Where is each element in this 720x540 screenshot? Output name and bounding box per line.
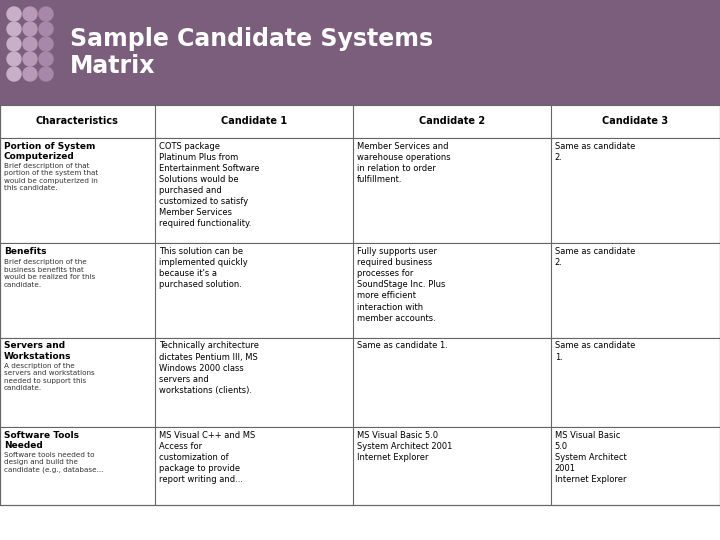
Text: Benefits: Benefits [4, 247, 47, 256]
Text: Brief description of that
portion of the system that
would be computerized in
th: Brief description of that portion of the… [4, 163, 98, 191]
Text: Fully supports user
required business
processes for
SoundStage Inc. Plus
more ef: Fully supports user required business pr… [357, 247, 445, 322]
Text: MS Visual C++ and MS
Access for
customization of
package to provide
report writi: MS Visual C++ and MS Access for customiz… [159, 430, 255, 484]
Text: Same as candidate 1.: Same as candidate 1. [357, 341, 448, 350]
Bar [0, 105, 720, 138]
Text: Same as candidate
1.: Same as candidate 1. [555, 341, 635, 362]
Text: COTS package
Platinum Plus from
Entertainment Software
Solutions would be
purcha: COTS package Platinum Plus from Entertai… [159, 141, 259, 228]
Text: Software tools needed to
design and build the
candidate (e.g., database...: Software tools needed to design and buil… [4, 452, 104, 473]
Circle shape [7, 52, 21, 66]
Text: Same as candidate
2.: Same as candidate 2. [555, 247, 635, 267]
Bar [0, 338, 720, 427]
Text: MS Visual Basic
5.0
System Architect
2001
Internet Explorer: MS Visual Basic 5.0 System Architect 200… [555, 430, 626, 484]
Text: Candidate 3: Candidate 3 [603, 117, 668, 126]
Bar [0, 243, 720, 338]
Circle shape [7, 22, 21, 36]
Circle shape [23, 22, 37, 36]
Circle shape [39, 22, 53, 36]
Circle shape [39, 37, 53, 51]
Text: Brief description of the
business benefits that
would be realized for this
candi: Brief description of the business benefi… [4, 259, 95, 288]
Circle shape [7, 37, 21, 51]
Text: Technically architecture
dictates Pentium III, MS
Windows 2000 class
servers and: Technically architecture dictates Pentiu… [159, 341, 258, 395]
Bar [0, 0, 720, 105]
Text: Software Tools
Needed: Software Tools Needed [4, 430, 79, 450]
Text: Characteristics: Characteristics [36, 117, 119, 126]
Circle shape [39, 67, 53, 81]
Circle shape [23, 7, 37, 21]
Circle shape [23, 37, 37, 51]
Text: Same as candidate
2.: Same as candidate 2. [555, 141, 635, 162]
Text: Candidate 2: Candidate 2 [419, 117, 485, 126]
Text: Member Services and
warehouse operations
in relation to order
fulfillment.: Member Services and warehouse operations… [357, 141, 451, 184]
Text: This solution can be
implemented quickly
because it's a
purchased solution.: This solution can be implemented quickly… [159, 247, 248, 289]
Text: Candidate 1: Candidate 1 [221, 117, 287, 126]
Text: MS Visual Basic 5.0
System Architect 2001
Internet Explorer: MS Visual Basic 5.0 System Architect 200… [357, 430, 452, 462]
Circle shape [23, 67, 37, 81]
Bar [0, 427, 720, 505]
Circle shape [7, 7, 21, 21]
Circle shape [23, 52, 37, 66]
Text: Portion of System
Computerized: Portion of System Computerized [4, 141, 95, 161]
Bar [0, 138, 720, 243]
Circle shape [39, 52, 53, 66]
Circle shape [39, 7, 53, 21]
Text: Servers and
Workstations: Servers and Workstations [4, 341, 71, 361]
Text: A description of the
servers and workstations
needed to support this
candidate.: A description of the servers and worksta… [4, 363, 95, 391]
Circle shape [7, 67, 21, 81]
Text: Sample Candidate Systems
Matrix: Sample Candidate Systems Matrix [70, 27, 433, 78]
